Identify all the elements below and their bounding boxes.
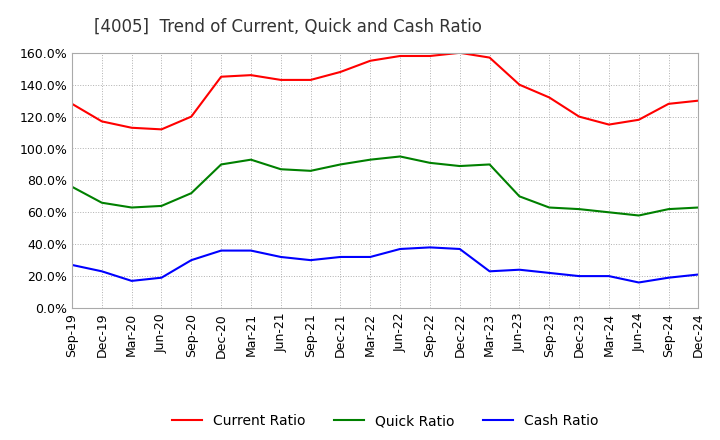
Quick Ratio [545, 205, 554, 210]
Line: Cash Ratio: Cash Ratio [72, 247, 698, 282]
Cash Ratio [665, 275, 673, 280]
Quick Ratio [306, 168, 315, 173]
Current Ratio [247, 73, 256, 78]
Cash Ratio [456, 246, 464, 252]
Quick Ratio [605, 209, 613, 215]
Cash Ratio [306, 257, 315, 263]
Cash Ratio [247, 248, 256, 253]
Cash Ratio [634, 280, 643, 285]
Current Ratio [97, 119, 106, 124]
Quick Ratio [217, 162, 225, 167]
Current Ratio [665, 101, 673, 106]
Cash Ratio [127, 278, 136, 283]
Current Ratio [157, 127, 166, 132]
Cash Ratio [426, 245, 434, 250]
Current Ratio [276, 77, 285, 83]
Quick Ratio [247, 157, 256, 162]
Cash Ratio [217, 248, 225, 253]
Cash Ratio [485, 269, 494, 274]
Quick Ratio [426, 160, 434, 165]
Quick Ratio [634, 213, 643, 218]
Cash Ratio [68, 262, 76, 268]
Cash Ratio [605, 273, 613, 279]
Current Ratio [694, 98, 703, 103]
Quick Ratio [276, 167, 285, 172]
Current Ratio [545, 95, 554, 100]
Legend: Current Ratio, Quick Ratio, Cash Ratio: Current Ratio, Quick Ratio, Cash Ratio [166, 409, 604, 434]
Cash Ratio [336, 254, 345, 260]
Quick Ratio [336, 162, 345, 167]
Quick Ratio [127, 205, 136, 210]
Text: [4005]  Trend of Current, Quick and Cash Ratio: [4005] Trend of Current, Quick and Cash … [94, 18, 482, 36]
Cash Ratio [575, 273, 583, 279]
Current Ratio [485, 55, 494, 60]
Current Ratio [396, 53, 405, 59]
Cash Ratio [366, 254, 374, 260]
Cash Ratio [276, 254, 285, 260]
Cash Ratio [187, 257, 196, 263]
Current Ratio [366, 58, 374, 63]
Line: Current Ratio: Current Ratio [72, 53, 698, 129]
Current Ratio [605, 122, 613, 127]
Quick Ratio [97, 200, 106, 205]
Current Ratio [187, 114, 196, 119]
Cash Ratio [545, 270, 554, 275]
Quick Ratio [515, 194, 523, 199]
Current Ratio [336, 69, 345, 74]
Cash Ratio [694, 272, 703, 277]
Current Ratio [575, 114, 583, 119]
Quick Ratio [575, 206, 583, 212]
Current Ratio [306, 77, 315, 83]
Quick Ratio [157, 203, 166, 209]
Quick Ratio [366, 157, 374, 162]
Quick Ratio [396, 154, 405, 159]
Quick Ratio [187, 191, 196, 196]
Cash Ratio [515, 267, 523, 272]
Current Ratio [127, 125, 136, 130]
Cash Ratio [396, 246, 405, 252]
Quick Ratio [68, 184, 76, 189]
Line: Quick Ratio: Quick Ratio [72, 157, 698, 216]
Cash Ratio [157, 275, 166, 280]
Cash Ratio [97, 269, 106, 274]
Current Ratio [634, 117, 643, 122]
Current Ratio [68, 101, 76, 106]
Quick Ratio [485, 162, 494, 167]
Quick Ratio [665, 206, 673, 212]
Current Ratio [217, 74, 225, 79]
Current Ratio [456, 50, 464, 55]
Current Ratio [515, 82, 523, 87]
Quick Ratio [456, 163, 464, 169]
Quick Ratio [694, 205, 703, 210]
Current Ratio [426, 53, 434, 59]
